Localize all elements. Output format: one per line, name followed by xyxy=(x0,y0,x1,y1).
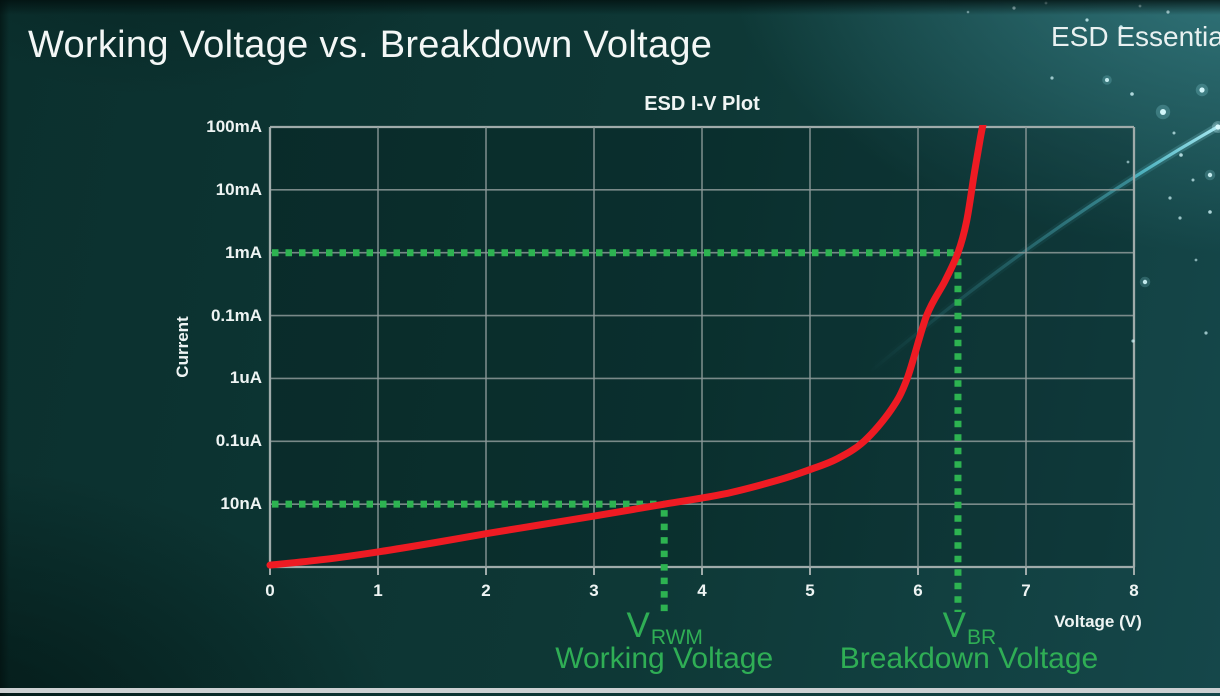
y-tick-label: 10mA xyxy=(215,179,262,199)
breakdown-voltage-caption: Breakdown Voltage xyxy=(839,642,1099,675)
working-voltage-caption: Working Voltage xyxy=(555,642,774,675)
x-tick-label: 5 xyxy=(805,581,815,600)
x-tick-label: 8 xyxy=(1129,581,1139,600)
chart-title: ESD I-V Plot xyxy=(644,93,760,115)
vrwm-symbol-text: V xyxy=(626,606,650,645)
top-edge-shade xyxy=(0,0,1220,15)
vbr-symbol-text: V xyxy=(942,606,967,645)
x-tick-label: 4 xyxy=(697,581,707,600)
x-tick-label: 2 xyxy=(481,581,491,600)
x-tick-label: 7 xyxy=(1021,581,1031,600)
x-axis-title: Voltage (V) xyxy=(1054,612,1142,631)
vbr-subscript: BR xyxy=(967,626,997,649)
x-tick-label: 3 xyxy=(589,581,599,600)
x-tick-label: 0 xyxy=(265,581,275,600)
brand-text: ESD Essential xyxy=(1051,21,1220,52)
y-axis-title: Current xyxy=(173,316,192,378)
page-title: Working Voltage vs. Breakdown Voltage xyxy=(28,24,713,66)
x-tick-label: 1 xyxy=(373,581,383,600)
y-tick-label: 1uA xyxy=(229,368,262,388)
y-tick-label: 0.1uA xyxy=(215,431,262,451)
marker-dotted-lines xyxy=(272,249,962,612)
x-tick-label: 6 xyxy=(913,581,923,600)
vbr-label: VBR xyxy=(942,606,997,648)
y-tick-label: 100mA xyxy=(206,117,262,136)
video-progress-bar[interactable] xyxy=(0,688,1220,693)
y-tick-label: 10nA xyxy=(220,494,262,514)
vrwm-label: VRWM xyxy=(626,606,702,648)
vrwm-subscript: RWM xyxy=(650,626,703,649)
iv-curve xyxy=(266,125,987,569)
left-edge-shade xyxy=(0,0,9,696)
y-tick-label: 1mA xyxy=(225,242,262,262)
light-streak xyxy=(867,121,1220,376)
y-tick-label: 0.1mA xyxy=(210,305,262,325)
